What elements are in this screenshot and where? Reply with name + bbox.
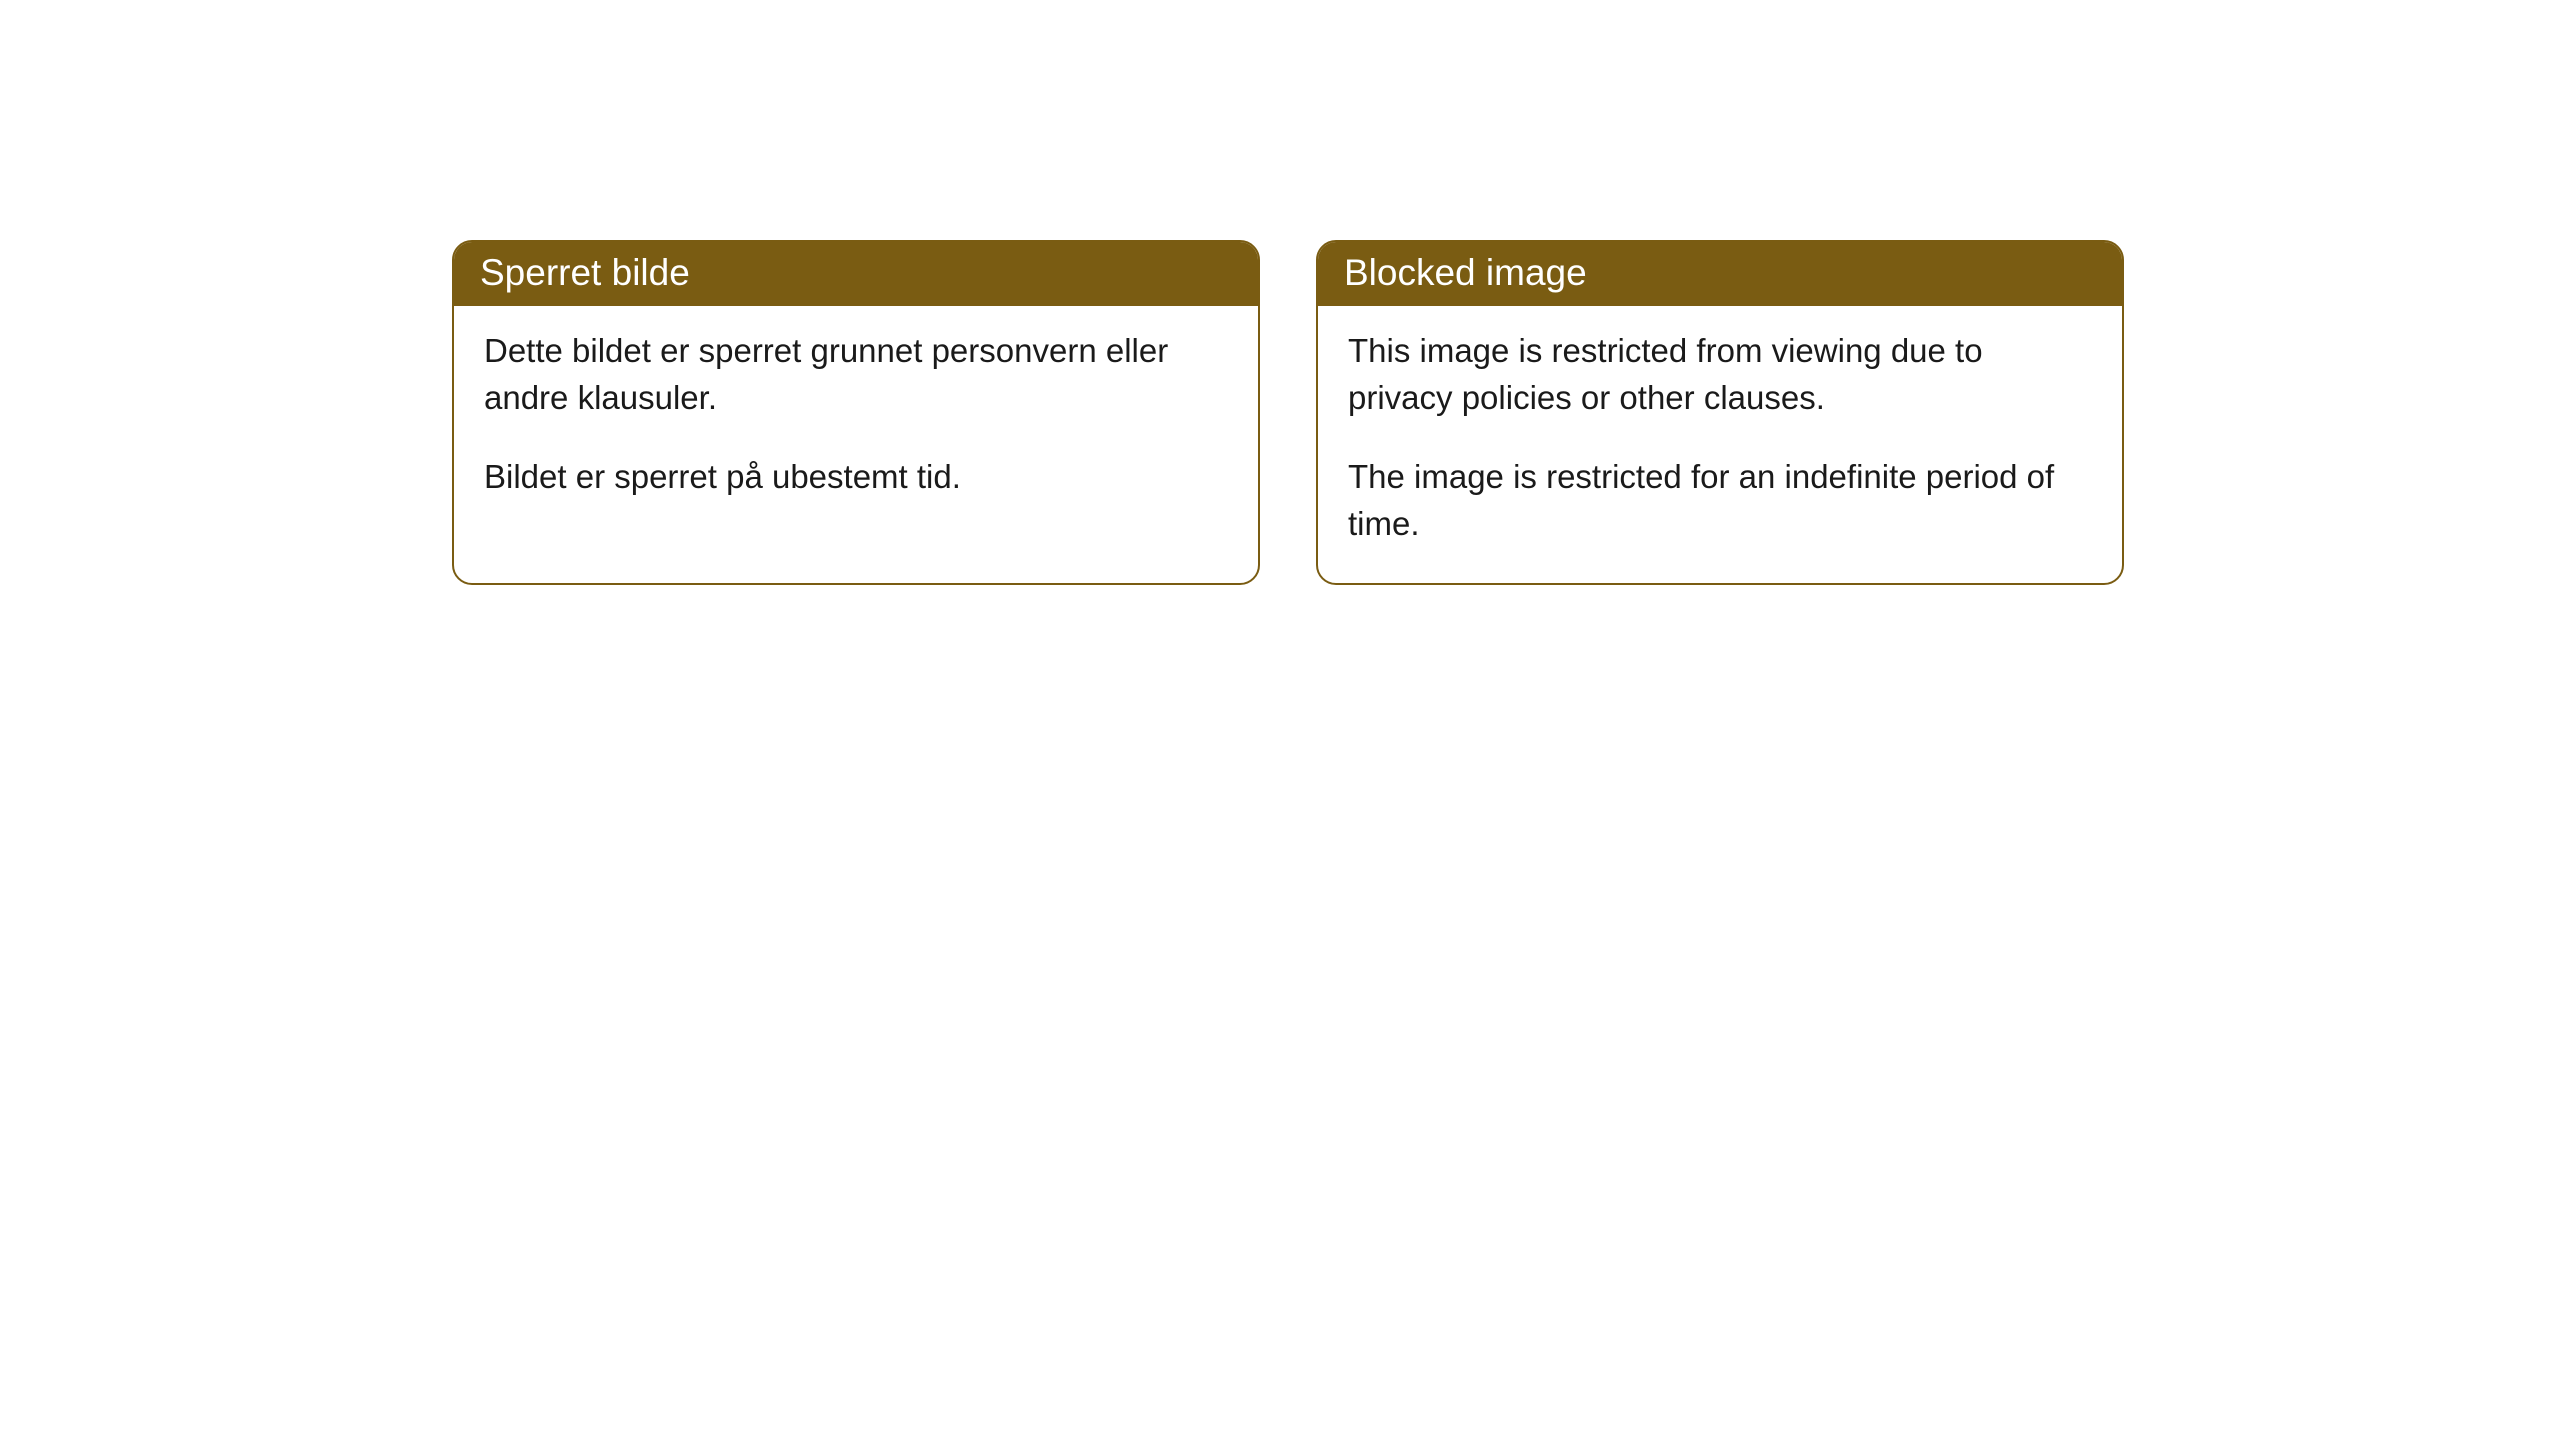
notice-paragraph: Dette bildet er sperret grunnet personve… bbox=[484, 328, 1228, 422]
notice-paragraph: This image is restricted from viewing du… bbox=[1348, 328, 2092, 422]
notice-paragraph: Bildet er sperret på ubestemt tid. bbox=[484, 454, 1228, 501]
notice-paragraph: The image is restricted for an indefinit… bbox=[1348, 454, 2092, 548]
notice-card-norwegian: Sperret bilde Dette bildet er sperret gr… bbox=[452, 240, 1260, 585]
notice-body: This image is restricted from viewing du… bbox=[1318, 306, 2122, 583]
notice-header: Blocked image bbox=[1318, 242, 2122, 306]
notice-header: Sperret bilde bbox=[454, 242, 1258, 306]
notice-container: Sperret bilde Dette bildet er sperret gr… bbox=[452, 240, 2124, 585]
notice-card-english: Blocked image This image is restricted f… bbox=[1316, 240, 2124, 585]
notice-body: Dette bildet er sperret grunnet personve… bbox=[454, 306, 1258, 537]
